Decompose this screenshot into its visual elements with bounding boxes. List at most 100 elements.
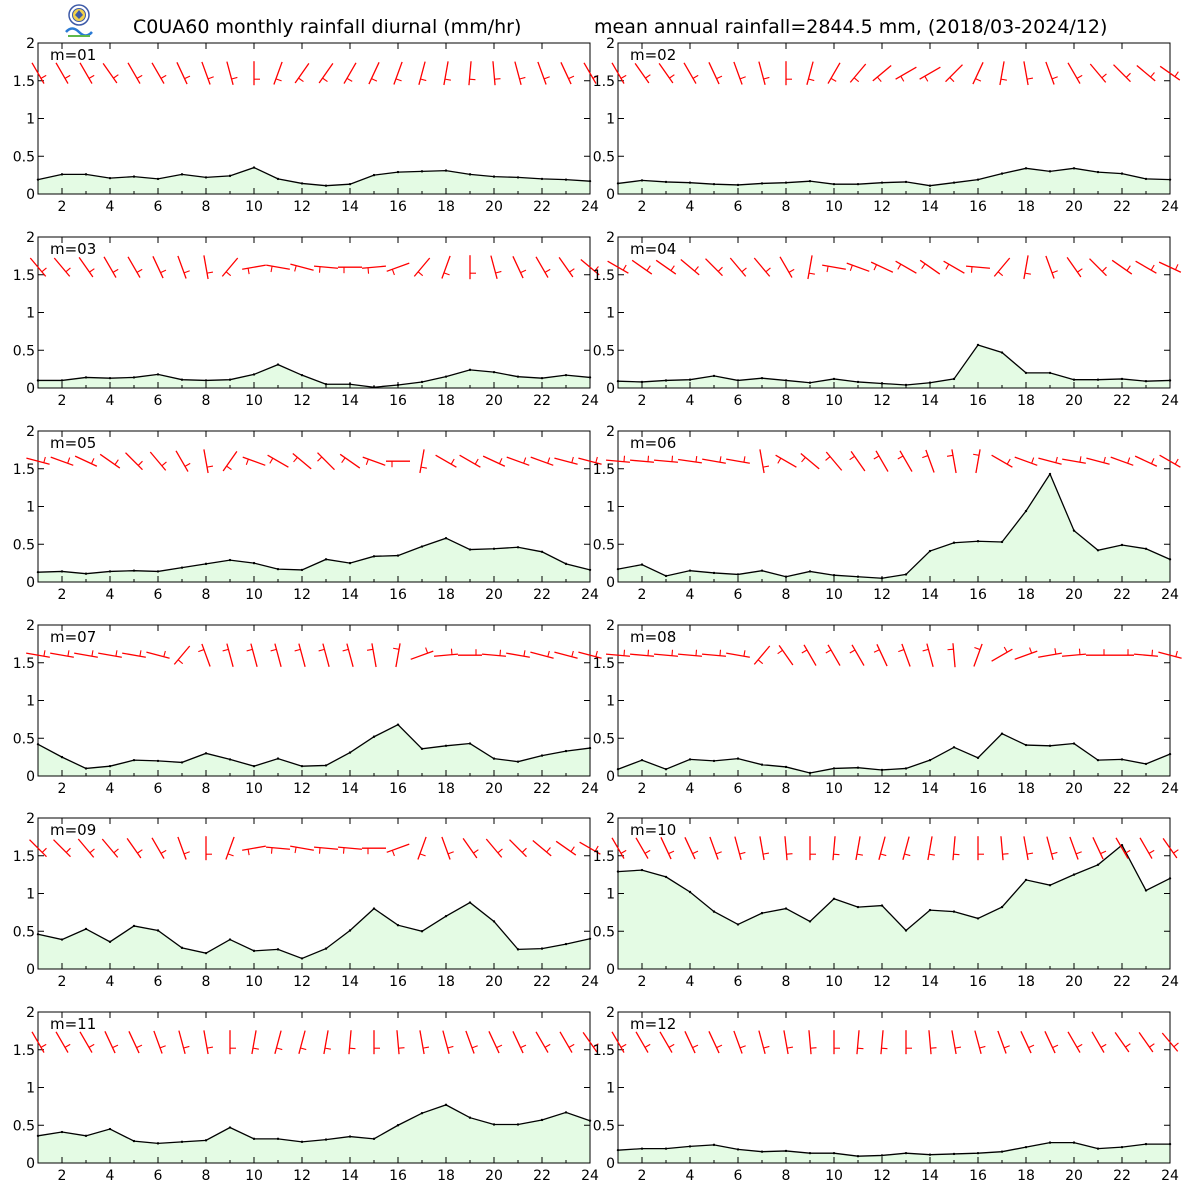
x-tick-label: 6 <box>154 393 163 409</box>
x-tick-label: 2 <box>58 199 67 215</box>
wind-barb <box>222 450 238 472</box>
x-tick-label: 18 <box>437 393 455 409</box>
data-point <box>1096 378 1100 381</box>
y-tick-label: 2 <box>26 424 35 440</box>
y-tick-label: 0 <box>26 381 35 397</box>
data-point <box>516 760 520 763</box>
wind-barb <box>1014 647 1038 660</box>
wind-barb <box>1113 64 1131 83</box>
wind-barb <box>1086 649 1110 656</box>
wind-barb <box>653 649 679 657</box>
wind-barb <box>1133 649 1159 657</box>
data-point <box>396 554 400 557</box>
wind-barb <box>433 648 459 657</box>
wind-barb <box>205 836 212 861</box>
rainfall-line <box>617 344 1171 386</box>
wind-barb <box>897 450 913 472</box>
data-point <box>348 929 352 932</box>
data-point <box>516 948 520 951</box>
wind-barb <box>872 64 892 83</box>
data-point <box>84 376 88 379</box>
data-point <box>324 558 328 561</box>
data-point <box>204 562 208 566</box>
data-point <box>492 757 496 760</box>
wind-barb <box>226 61 238 85</box>
wind-barb <box>201 61 214 85</box>
x-tick-label: 16 <box>969 587 987 603</box>
data-point <box>1072 378 1076 381</box>
wind-barb <box>127 62 143 84</box>
wind-barb <box>292 452 312 470</box>
wind-barb <box>125 452 143 471</box>
data-point <box>372 555 376 558</box>
data-point <box>1024 878 1028 882</box>
wind-barb <box>348 1030 356 1055</box>
plot-frame <box>37 236 591 389</box>
wind-barb <box>26 456 50 465</box>
x-tick-label: 8 <box>202 974 211 990</box>
data-point <box>156 570 160 573</box>
x-tick-label: 6 <box>154 974 163 990</box>
x-tick-label: 2 <box>638 199 647 215</box>
wind-barb <box>678 456 702 464</box>
wind-barb <box>458 649 482 656</box>
x-tick-label: 18 <box>1017 781 1035 797</box>
wind-barb <box>298 1030 307 1054</box>
wind-barb <box>611 837 627 859</box>
data-point <box>372 907 376 910</box>
data-point <box>492 547 496 550</box>
wind-barb <box>733 61 746 85</box>
wind-barb <box>928 1030 937 1055</box>
x-tick-label: 16 <box>969 781 987 797</box>
data-point <box>108 764 112 768</box>
x-tick-label: 14 <box>921 1168 939 1184</box>
data-point <box>300 182 304 185</box>
wind-barb <box>578 650 602 659</box>
data-point <box>1000 172 1004 175</box>
x-tick-label: 24 <box>581 393 599 409</box>
data-point <box>1096 758 1100 762</box>
wind-barb <box>580 258 600 276</box>
y-tick-label: 1.5 <box>593 1043 615 1059</box>
x-tick-label: 16 <box>389 1168 407 1184</box>
wind-barb <box>151 62 167 84</box>
data-point <box>492 370 496 374</box>
wind-barb <box>1161 1032 1179 1052</box>
x-tick-label: 22 <box>533 781 551 797</box>
wind-barb <box>708 62 723 85</box>
x-tick-label: 14 <box>921 587 939 603</box>
data-point <box>880 904 884 907</box>
data-point <box>712 910 716 913</box>
x-tick-label: 8 <box>782 781 791 797</box>
data-point <box>300 373 304 377</box>
data-point <box>444 1103 448 1107</box>
data-point <box>108 1127 112 1131</box>
wind-barb <box>74 455 98 467</box>
y-tick-label: 0.5 <box>593 731 615 747</box>
data-point <box>808 771 812 775</box>
rainfall-area <box>38 724 590 776</box>
data-point <box>540 376 544 380</box>
data-point <box>952 1152 956 1156</box>
data-point <box>180 761 184 764</box>
wind-barb <box>26 650 50 658</box>
wind-barb <box>221 257 239 277</box>
data-point <box>468 1116 472 1119</box>
data-point <box>468 368 472 372</box>
data-point <box>348 1135 352 1138</box>
wind-barb <box>386 843 410 857</box>
x-tick-label: 4 <box>106 1168 115 1184</box>
x-tick-label: 16 <box>389 587 407 603</box>
wind-barb <box>951 1030 962 1055</box>
wind-barb <box>559 1031 575 1053</box>
panel-label: m=02 <box>630 46 676 64</box>
wind-barb <box>203 255 214 280</box>
x-tick-label: 24 <box>581 199 599 215</box>
data-point <box>640 758 644 762</box>
data-point <box>736 1148 740 1151</box>
data-point <box>372 1137 376 1141</box>
data-point <box>1072 529 1076 532</box>
data-point <box>204 951 208 955</box>
y-tick-label: 1 <box>606 306 615 322</box>
x-tick-label: 14 <box>921 393 939 409</box>
